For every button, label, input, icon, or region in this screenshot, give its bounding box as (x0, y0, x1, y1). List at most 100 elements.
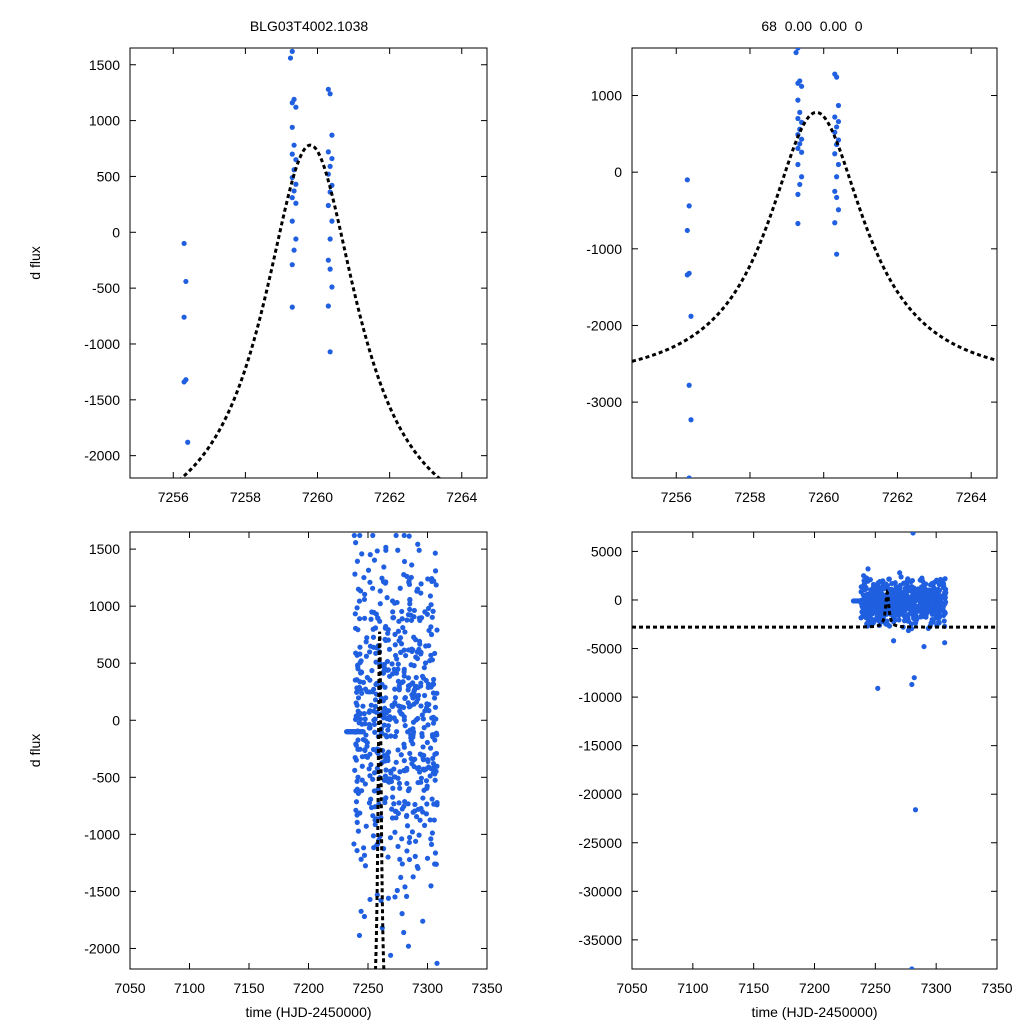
data-point (421, 822, 428, 828)
data-point (370, 813, 376, 819)
data-point (422, 660, 429, 666)
data-point (371, 717, 377, 723)
data-point (432, 850, 439, 856)
data-point (832, 114, 838, 120)
data-point (352, 677, 358, 683)
data-point (367, 579, 373, 585)
y-tick-label: -30000 (578, 883, 622, 899)
data-point (429, 830, 435, 836)
data-point (910, 600, 916, 606)
data-point (407, 606, 413, 612)
data-point (355, 790, 361, 797)
data-point (392, 700, 398, 706)
data-point (424, 801, 430, 807)
data-point (355, 695, 362, 701)
data-point (433, 750, 440, 757)
data-point (428, 745, 434, 751)
data-point (359, 551, 365, 557)
data-point (930, 617, 936, 624)
data-point (405, 675, 412, 681)
data-point (795, 145, 801, 152)
data-point (395, 747, 401, 753)
data-point (418, 590, 424, 596)
data-point (412, 801, 418, 808)
data-point (430, 720, 437, 726)
data-point (368, 762, 374, 768)
data-point (382, 684, 388, 690)
data-point (361, 711, 367, 717)
y-tick-label: -3000 (586, 394, 622, 410)
data-point (382, 773, 388, 779)
data-point (401, 558, 408, 565)
data-point (417, 817, 423, 823)
data-point (421, 692, 428, 699)
data-point (426, 708, 432, 714)
data-point (902, 590, 908, 596)
data-point (352, 611, 358, 617)
data-point (405, 647, 412, 653)
y-tick-label: -25000 (578, 835, 622, 851)
data-point (355, 737, 361, 743)
data-point (902, 585, 908, 592)
data-point (395, 775, 401, 781)
data-point (798, 149, 805, 155)
data-point (401, 803, 407, 809)
data-point (364, 635, 370, 641)
data-point (371, 686, 377, 692)
data-point (420, 752, 426, 758)
data-point (390, 785, 396, 791)
data-point (354, 558, 361, 564)
data-point (403, 893, 410, 899)
data-point (890, 638, 897, 644)
data-point (362, 686, 369, 692)
data-point (386, 646, 393, 652)
data-point (862, 580, 868, 586)
data-point (411, 663, 417, 669)
data-point (291, 188, 297, 194)
data-point (353, 807, 359, 813)
data-point (289, 48, 295, 54)
x-tick-label: 7262 (882, 489, 913, 505)
data-point (684, 272, 690, 278)
data-point (432, 704, 439, 710)
data-point (358, 670, 364, 676)
data-point (358, 856, 364, 862)
data-point (366, 689, 373, 695)
y-axis-label: d flux (27, 246, 43, 279)
data-point (374, 765, 380, 771)
data-point (382, 799, 388, 806)
data-point (392, 642, 398, 648)
data-point (834, 174, 840, 180)
data-point (425, 576, 431, 582)
data-point (404, 573, 410, 580)
data-point (405, 788, 411, 794)
data-point (356, 720, 362, 726)
data-point (398, 752, 404, 758)
y-tick-label: 0 (614, 592, 622, 608)
data-point (433, 582, 439, 588)
plot-area (343, 532, 440, 969)
data-point (896, 617, 902, 623)
data-point (372, 817, 378, 823)
data-point (389, 598, 396, 604)
data-point (351, 532, 357, 539)
data-point (370, 776, 376, 782)
data-point (355, 586, 362, 592)
data-point (357, 651, 363, 657)
data-point (386, 779, 392, 785)
data-point (889, 580, 895, 587)
data-point (402, 695, 408, 701)
data-point (385, 749, 392, 755)
data-point (363, 823, 369, 829)
data-point (909, 966, 915, 969)
data-point (420, 918, 426, 924)
data-point (329, 155, 335, 162)
y-tick-label: -20000 (578, 786, 622, 802)
data-point (393, 718, 399, 724)
x-tick-label: 7050 (114, 980, 145, 996)
data-point (415, 779, 421, 786)
data-point (397, 856, 403, 862)
data-point (394, 887, 400, 894)
data-point (430, 681, 437, 687)
data-point (890, 603, 896, 609)
